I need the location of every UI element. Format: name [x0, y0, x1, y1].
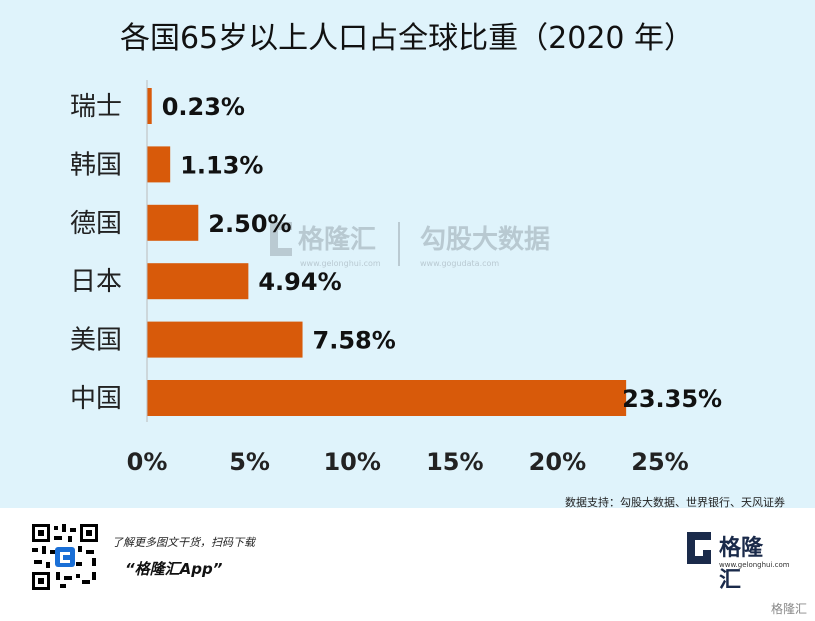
logo-url: www.gelonghui.com	[719, 561, 790, 569]
watermark-divider	[398, 222, 400, 266]
watermark: 格隆汇 www.gelonghui.com 勾股大数据 www.gogudata…	[270, 222, 550, 268]
category-label: 瑞士	[70, 92, 122, 122]
corner-watermark: 格隆汇	[770, 602, 807, 616]
footer-tagline: 了解更多图文干货，扫码下载	[112, 536, 255, 549]
category-label: 德国	[70, 209, 122, 239]
x-tick-label: 15%	[426, 448, 483, 476]
gelonghui-logo: 格隆汇 www.gelonghui.com	[683, 528, 790, 593]
category-label: 韩国	[70, 150, 122, 180]
x-tick-label: 10%	[323, 448, 380, 476]
bar-5	[147, 380, 627, 416]
x-tick-label: 20%	[529, 448, 586, 476]
bar-chart: 各国65岁以上人口占全球比重（2020 年） 格隆汇 www.gelonghui…	[70, 21, 722, 476]
bar-0	[147, 88, 152, 124]
x-tick-label: 5%	[229, 448, 270, 476]
footer-app-name: “格隆汇App”	[125, 560, 223, 578]
data-label: 23.35%	[622, 385, 722, 413]
footer: 了解更多图文干货，扫码下载 “格隆汇App” 格隆汇 www.gelonghui…	[0, 508, 815, 621]
chart-title: 各国65岁以上人口占全球比重（2020 年）	[120, 21, 694, 56]
x-tick-label: 0%	[127, 448, 168, 476]
bar-4	[147, 321, 303, 358]
category-label: 日本	[70, 267, 122, 297]
qr-code-icon[interactable]	[30, 522, 100, 592]
source-note: 数据支持：勾股大数据、世界银行、天风证券	[565, 496, 785, 509]
bar-3	[147, 263, 249, 300]
category-label: 美国	[70, 326, 122, 356]
watermark-brand2-url: www.gogudata.com	[420, 259, 499, 268]
watermark-brand1-url: www.gelonghui.com	[300, 259, 381, 268]
data-label: 7.58%	[313, 327, 396, 355]
data-labels: 0.23% 1.13% 2.50% 4.94% 7.58% 23.35%	[162, 93, 722, 413]
x-tick-labels: 0% 5% 10% 15% 20% 25%	[127, 448, 689, 476]
data-label: 2.50%	[208, 210, 291, 238]
data-label: 4.94%	[258, 268, 341, 296]
bar-2	[147, 204, 199, 241]
bar-1	[147, 146, 171, 183]
bars-group	[147, 88, 627, 416]
watermark-brand2: 勾股大数据	[420, 225, 550, 255]
watermark-brand1: 格隆汇	[298, 224, 376, 255]
category-label: 中国	[70, 384, 122, 414]
gelonghui-logo-icon	[687, 532, 711, 564]
data-label: 0.23%	[162, 93, 245, 121]
data-label: 1.13%	[180, 151, 263, 179]
x-tick-label: 25%	[631, 448, 688, 476]
gelonghui-watermark-icon	[270, 222, 292, 256]
logo-text: 格隆汇	[719, 536, 764, 593]
